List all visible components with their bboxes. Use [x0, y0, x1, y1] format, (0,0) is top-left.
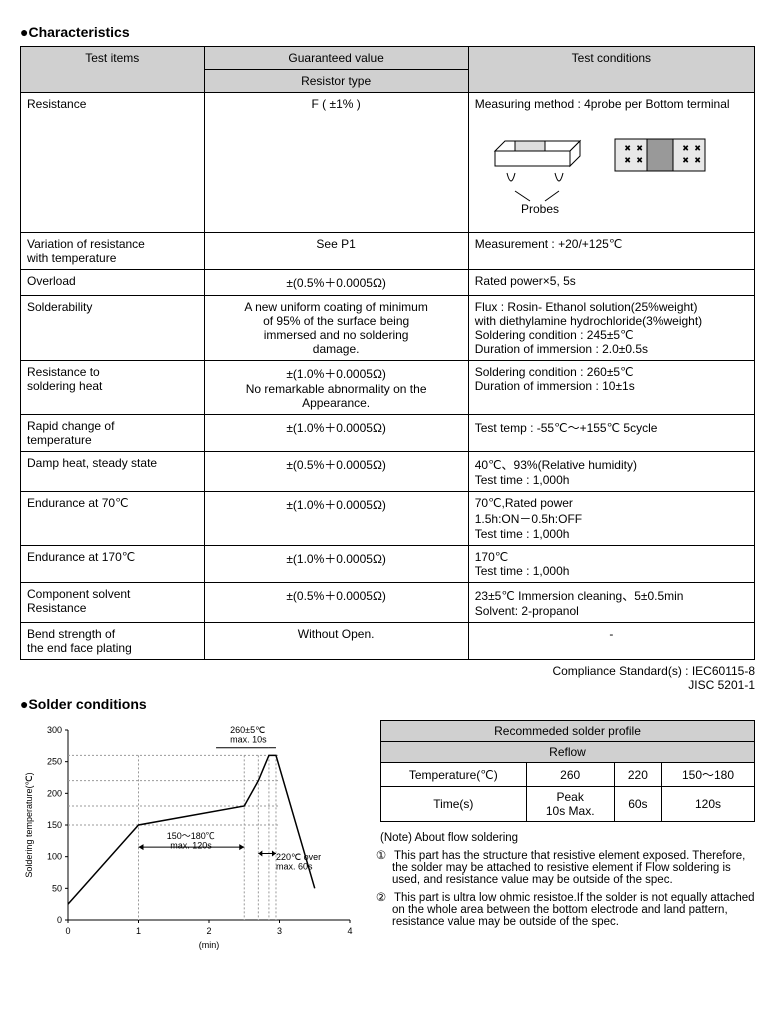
table-row-value: F ( ±1% ): [204, 93, 468, 233]
profile-cell: 220: [614, 763, 661, 787]
solder-profile-table: Recommeded solder profile Reflow Tempera…: [380, 720, 755, 822]
compliance-line2: JISC 5201-1: [688, 678, 755, 692]
table-row-item: Solderability: [21, 296, 205, 361]
table-row-cond: 40℃、93%(Relative humidity)Test time : 1,…: [468, 452, 754, 492]
table-row-cond: Measuring method : 4probe per Bottom ter…: [468, 93, 754, 233]
profile-cell: Peak10s Max.: [526, 787, 614, 822]
table-row-cond: 23±5℃ Immersion cleaning、5±0.5minSolvent…: [468, 583, 754, 623]
svg-text:50: 50: [52, 883, 62, 893]
svg-text:max. 10s: max. 10s: [230, 735, 267, 745]
compliance: Compliance Standard(s) : IEC60115-8 JISC…: [20, 664, 755, 692]
table-row-value: Without Open.: [204, 623, 468, 660]
svg-text:×: ×: [683, 143, 688, 153]
table-row-item: Damp heat, steady state: [21, 452, 205, 492]
profile-cell: 60s: [614, 787, 661, 822]
table-row-cond: Flux : Rosin- Ethanol solution(25%weight…: [468, 296, 754, 361]
svg-text:×: ×: [637, 143, 642, 153]
svg-text:150: 150: [47, 820, 62, 830]
svg-text:150～180℃: 150～180℃: [167, 831, 215, 841]
profile-cell: Temperature(℃): [381, 763, 527, 787]
note-item: ①This part has the structure that resist…: [392, 848, 755, 886]
table-row-value: A new uniform coating of minimumof 95% o…: [204, 296, 468, 361]
th-resistor-type: Resistor type: [204, 70, 468, 93]
svg-text:×: ×: [683, 155, 688, 165]
profile-cell: 150～180: [662, 763, 755, 787]
svg-text:260±5℃: 260±5℃: [230, 725, 265, 735]
profile-cell: 120s: [662, 787, 755, 822]
table-row-cond: 170℃Test time : 1,000h: [468, 546, 754, 583]
svg-text:(min): (min): [199, 940, 220, 950]
svg-text:100: 100: [47, 852, 62, 862]
table-row-value: ±(1.0%＋0.0005Ω): [204, 546, 468, 583]
svg-text:4: 4: [347, 926, 352, 936]
table-row-cond: Rated power×5, 5s: [468, 270, 754, 296]
svg-text:3: 3: [277, 926, 282, 936]
svg-text:1: 1: [136, 926, 141, 936]
table-row-item: Resistance: [21, 93, 205, 233]
note-item: ②This part is ultra low ohmic resistoe.I…: [392, 890, 755, 928]
table-row-cond: 70℃,Rated power1.5h:ON－0.5h:OFFTest time…: [468, 492, 754, 546]
table-row-value: See P1: [204, 233, 468, 270]
table-row-value: ±(1.0%＋0.0005Ω): [204, 492, 468, 546]
svg-text:220℃ over: 220℃ over: [276, 852, 321, 862]
profile-cell: Time(s): [381, 787, 527, 822]
svg-text:×: ×: [637, 155, 642, 165]
table-row-value: ±(0.5%＋0.0005Ω): [204, 452, 468, 492]
table-row-cond: -: [468, 623, 754, 660]
solder-title: ●Solder conditions: [20, 696, 755, 712]
table-row-cond: Soldering condition : 260±5℃Duration of …: [468, 361, 754, 415]
profile-cell: 260: [526, 763, 614, 787]
svg-text:300: 300: [47, 725, 62, 735]
table-row-value: ±(1.0%＋0.0005Ω)No remarkable abnormality…: [204, 361, 468, 415]
table-row-item: Bend strength ofthe end face plating: [21, 623, 205, 660]
table-row-cond: Test temp : -55℃～+155℃ 5cycle: [468, 415, 754, 452]
table-row-value: ±(0.5%＋0.0005Ω): [204, 270, 468, 296]
svg-text:200: 200: [47, 788, 62, 798]
table-row-item: Rapid change oftemperature: [21, 415, 205, 452]
svg-text:×: ×: [625, 155, 630, 165]
svg-text:2: 2: [206, 926, 211, 936]
table-row-item: Component solventResistance: [21, 583, 205, 623]
table-row-value: ±(0.5%＋0.0005Ω): [204, 583, 468, 623]
table-row-item: Overload: [21, 270, 205, 296]
svg-text:0: 0: [65, 926, 70, 936]
svg-text:×: ×: [695, 155, 700, 165]
svg-text:×: ×: [625, 143, 630, 153]
th-conditions: Test conditions: [468, 47, 754, 93]
svg-text:max. 120s: max. 120s: [170, 840, 212, 850]
solder-chart: 0 50 100 150 200 250 300 0 1 2 3 4 (min) Soldering te…: [20, 720, 360, 953]
table-row-item: Endurance at 70℃: [21, 492, 205, 546]
svg-text:0: 0: [57, 915, 62, 925]
table-row-item: Resistance tosoldering heat: [21, 361, 205, 415]
table-row-cond: Measurement : +20/+125℃: [468, 233, 754, 270]
characteristics-title: ●Characteristics: [20, 24, 755, 40]
th-guaranteed: Guaranteed value: [204, 47, 468, 70]
profile-title: Recommeded solder profile: [381, 721, 755, 742]
svg-text:Probes: Probes: [521, 202, 559, 216]
svg-text:×: ×: [695, 143, 700, 153]
characteristics-table: Test items Guaranteed value Test conditi…: [20, 46, 755, 660]
profile-subtitle: Reflow: [381, 742, 755, 763]
table-row-item: Endurance at 170℃: [21, 546, 205, 583]
compliance-line1: Compliance Standard(s) : IEC60115-8: [552, 664, 755, 678]
table-row-value: ±(1.0%＋0.0005Ω): [204, 415, 468, 452]
svg-text:250: 250: [47, 757, 62, 767]
svg-text:Soldering temperature(℃): Soldering temperature(℃): [24, 772, 34, 877]
notes-title: (Note) About flow soldering: [380, 832, 755, 844]
th-test-items: Test items: [21, 47, 205, 93]
table-row-item: Variation of resistancewith temperature: [21, 233, 205, 270]
svg-text:max. 60s: max. 60s: [276, 861, 313, 871]
